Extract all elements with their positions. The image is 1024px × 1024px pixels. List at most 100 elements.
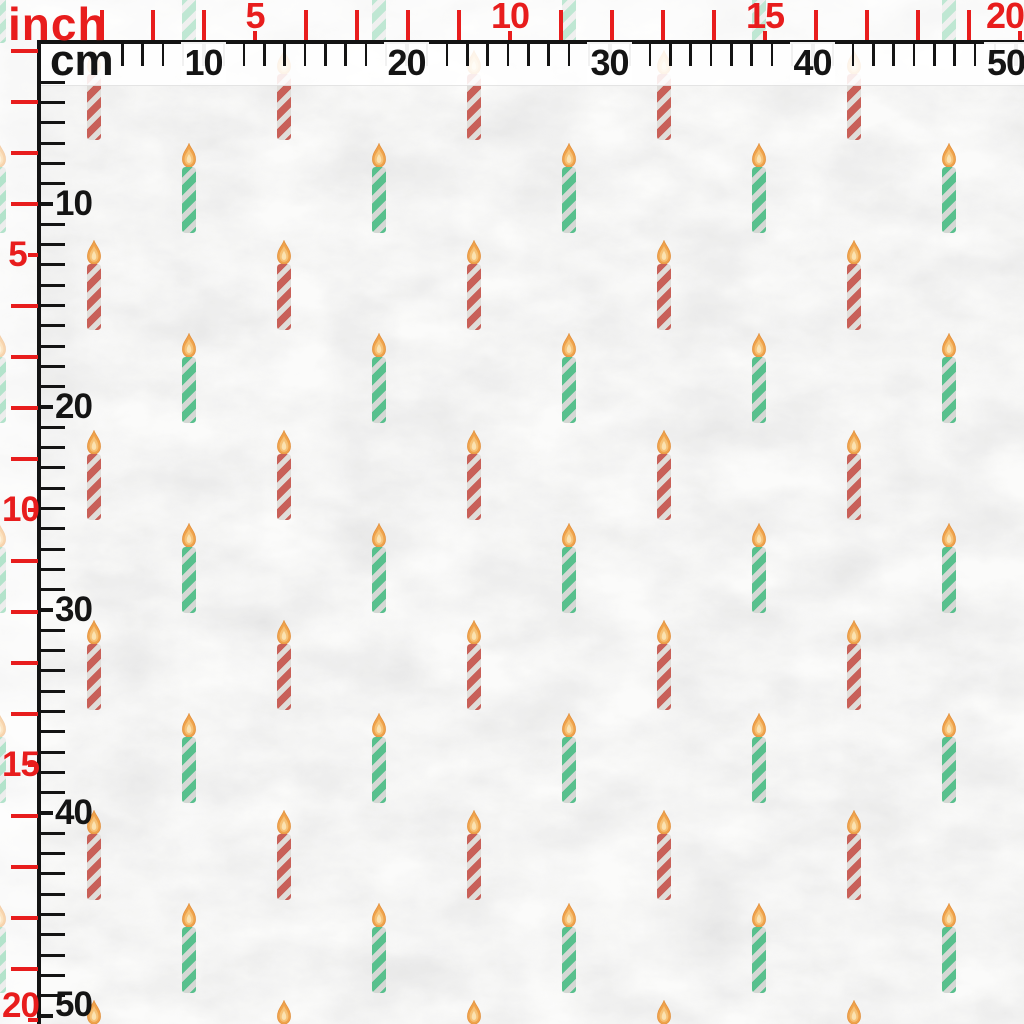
cm-tick-labeled: [41, 405, 53, 409]
green-candle-body: [372, 737, 386, 803]
candle-flame-icon: [941, 143, 957, 168]
candle-flame-icon: [561, 143, 577, 168]
inch-tick: [202, 10, 206, 40]
green-candle: [182, 523, 197, 613]
cm-tick: [41, 547, 65, 551]
cm-tick: [872, 44, 875, 66]
cm-tick: [41, 852, 65, 856]
cm-tick: [41, 953, 65, 957]
cm-tick: [41, 750, 65, 754]
cm-tick: [486, 44, 489, 66]
inch-tick: [11, 355, 38, 359]
inch-ruler-number: 10: [2, 490, 40, 529]
candle-flame-icon: [276, 430, 292, 455]
candle-flame-icon: [371, 713, 387, 738]
candle-flame-icon: [181, 523, 197, 548]
inch-tick: [814, 10, 818, 40]
cm-tick: [121, 44, 124, 66]
green-candle-body: [562, 927, 576, 993]
inch-tick: [11, 202, 38, 206]
inch-ruler-number: 15: [2, 745, 40, 784]
cm-tick: [730, 44, 733, 66]
red-candle: [87, 430, 102, 520]
candle-flame-icon: [276, 240, 292, 265]
candle-flame-icon: [466, 1000, 482, 1024]
inch-tick: [355, 10, 359, 40]
red-candle: [657, 1000, 672, 1024]
inch-tick: [11, 406, 38, 410]
cm-tick: [41, 933, 65, 937]
red-candle: [467, 620, 482, 710]
inch-tick: [11, 712, 38, 716]
candle-flame-icon: [656, 240, 672, 265]
green-candle: [372, 903, 387, 993]
green-candle: [942, 333, 957, 423]
red-candle-body: [277, 644, 291, 710]
green-candle-body: [752, 737, 766, 803]
red-candle-body: [657, 834, 671, 900]
red-candle: [467, 240, 482, 330]
inch-ruler-number: 20: [985, 0, 1024, 36]
green-candle-body: [562, 737, 576, 803]
cm-tick-labeled: [41, 1014, 53, 1018]
cm-tick: [689, 44, 692, 66]
green-candle: [562, 713, 577, 803]
cm-tick: [912, 44, 916, 66]
cm-tick: [750, 44, 753, 66]
cm-ruler-number: 40: [55, 793, 93, 832]
cm-ruler-number: 20: [55, 387, 93, 426]
inch-tick: [11, 610, 38, 614]
candle-flame-icon: [276, 620, 292, 645]
red-candle-body: [87, 264, 101, 330]
cm-ruler-number: 30: [55, 590, 93, 629]
inch-tick: [11, 661, 38, 665]
cm-tick: [41, 263, 65, 267]
candle-flame-icon: [181, 713, 197, 738]
cm-tick: [41, 649, 65, 653]
green-candle-body: [182, 167, 196, 233]
red-candle-body: [87, 834, 101, 900]
cm-tick: [263, 44, 266, 66]
candle-flame-icon: [751, 523, 767, 548]
cm-tick: [41, 344, 65, 348]
candle-flame-icon: [846, 620, 862, 645]
candle-flame-icon: [466, 240, 482, 265]
cm-tick: [283, 44, 286, 66]
candle-flame-icon: [561, 523, 577, 548]
cm-tick: [770, 44, 774, 66]
cm-tick: [324, 44, 327, 66]
cm-tick: [41, 628, 65, 632]
candle-flame-icon: [181, 333, 197, 358]
green-candle: [182, 903, 197, 993]
candle-flame-icon: [846, 240, 862, 265]
cm-tick: [933, 44, 936, 66]
inch-tick: [11, 457, 38, 461]
cm-ruler-number: 10: [168, 42, 240, 83]
green-candle: [752, 143, 767, 233]
red-candle: [87, 240, 102, 330]
green-candle-body: [942, 167, 956, 233]
inch-tick: [11, 151, 38, 155]
red-candle: [467, 1000, 482, 1024]
cm-tick: [41, 486, 65, 490]
candle-flame-icon: [371, 903, 387, 928]
candle-flame-icon: [561, 333, 577, 358]
inch-tick: [151, 10, 155, 40]
candle-flame-icon: [561, 713, 577, 738]
candle-flame-icon: [276, 1000, 292, 1024]
red-candle: [657, 810, 672, 900]
green-candle-body: [942, 547, 956, 613]
candle-flame-icon: [371, 143, 387, 168]
candle-flame-icon: [86, 240, 102, 265]
green-candle-body: [942, 357, 956, 423]
cm-tick: [41, 770, 65, 774]
inch-tick: [712, 10, 716, 40]
inch-tick: [661, 10, 665, 40]
red-candle-body: [277, 834, 291, 900]
cm-tick: [41, 567, 65, 571]
green-candle: [752, 333, 767, 423]
candle-flame-icon: [181, 903, 197, 928]
red-candle: [277, 620, 292, 710]
red-candle-body: [657, 264, 671, 330]
green-candle: [372, 143, 387, 233]
